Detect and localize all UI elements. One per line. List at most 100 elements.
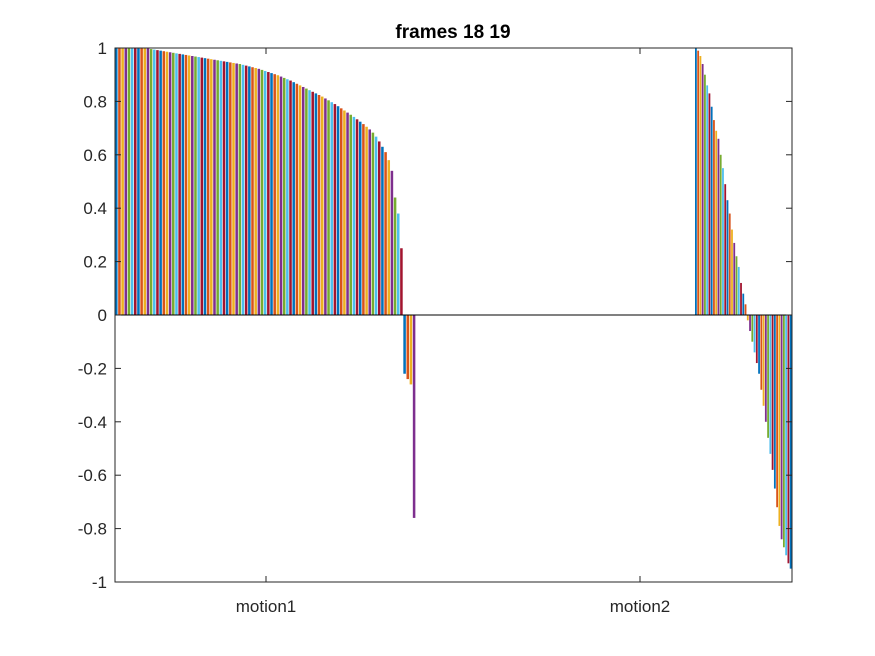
bar xyxy=(719,154,722,315)
bar xyxy=(406,315,410,380)
bar xyxy=(118,48,121,315)
bar xyxy=(248,66,251,315)
y-tick-label: 0 xyxy=(98,306,107,325)
bar xyxy=(263,70,267,316)
bar xyxy=(785,315,788,556)
bar xyxy=(320,96,324,315)
bar xyxy=(156,50,159,315)
bar xyxy=(412,315,416,518)
bar xyxy=(244,65,248,316)
bar xyxy=(390,170,394,315)
bar xyxy=(400,248,403,315)
bar xyxy=(282,77,286,316)
bar xyxy=(273,74,276,315)
bar xyxy=(295,83,299,315)
bar xyxy=(377,141,381,315)
bar xyxy=(776,315,779,508)
bar xyxy=(219,60,223,315)
y-tick-label: 0.8 xyxy=(83,92,107,111)
bar xyxy=(327,100,330,315)
bar xyxy=(755,315,758,364)
bar xyxy=(409,315,413,385)
bar xyxy=(289,80,292,315)
bar xyxy=(362,124,365,315)
bar xyxy=(396,213,400,315)
y-tick-label: -0.4 xyxy=(78,413,107,432)
x-axis: motion1 motion2 xyxy=(236,48,670,616)
bar xyxy=(782,315,785,548)
bar xyxy=(737,266,740,315)
bar xyxy=(393,197,397,315)
bar xyxy=(751,315,754,342)
bar xyxy=(232,62,235,316)
bar xyxy=(733,242,736,315)
bar xyxy=(286,79,289,316)
bar xyxy=(789,315,792,569)
bar xyxy=(349,114,352,315)
bar xyxy=(724,184,727,315)
bar xyxy=(137,48,140,315)
bar xyxy=(722,168,724,315)
bar xyxy=(773,315,776,489)
bar xyxy=(715,130,718,315)
bar xyxy=(403,315,406,374)
chart-title: frames 18 19 xyxy=(395,22,510,43)
y-tick-label: -0.2 xyxy=(78,359,107,378)
bar xyxy=(235,63,238,315)
bar xyxy=(762,315,765,406)
bar xyxy=(697,50,700,316)
bar xyxy=(225,61,229,315)
bar xyxy=(740,282,742,315)
bar xyxy=(324,98,327,316)
y-tick-label: 0.6 xyxy=(83,146,107,165)
bar xyxy=(368,129,371,315)
bar xyxy=(213,59,216,315)
bar xyxy=(749,315,751,332)
bar xyxy=(197,57,200,315)
bar xyxy=(387,160,391,315)
bar xyxy=(352,116,356,315)
y-tick-label: 0.4 xyxy=(83,199,107,218)
bar xyxy=(270,73,273,315)
bar xyxy=(143,48,147,316)
bar xyxy=(124,48,128,315)
bar xyxy=(127,48,131,315)
bar xyxy=(695,48,697,315)
bar xyxy=(191,56,194,315)
bar xyxy=(229,62,232,315)
bar xyxy=(787,315,790,564)
bar xyxy=(358,121,362,315)
bar xyxy=(241,64,245,315)
bar xyxy=(305,88,308,315)
bar xyxy=(758,315,760,374)
bar xyxy=(257,68,261,315)
bar xyxy=(159,50,162,316)
bar xyxy=(339,108,343,315)
bar xyxy=(731,229,733,315)
bar xyxy=(330,102,333,315)
bar xyxy=(701,64,704,316)
bar xyxy=(121,48,124,315)
bar xyxy=(175,53,178,316)
y-tick-label: -1 xyxy=(92,573,107,592)
bar xyxy=(251,67,254,315)
bar xyxy=(210,59,213,316)
bar xyxy=(371,132,375,315)
bar xyxy=(301,86,305,315)
bar xyxy=(187,55,191,315)
bar xyxy=(298,85,302,315)
bar xyxy=(769,315,772,454)
bar xyxy=(153,49,156,315)
bar xyxy=(200,57,204,316)
bar xyxy=(780,315,783,540)
bar xyxy=(130,48,134,315)
y-tick-label: 1 xyxy=(98,39,107,58)
bar xyxy=(178,53,181,316)
bar xyxy=(314,93,318,315)
bar xyxy=(767,315,769,438)
bar xyxy=(222,61,226,315)
bar xyxy=(365,126,368,315)
bar xyxy=(311,91,314,315)
bar xyxy=(381,146,384,315)
